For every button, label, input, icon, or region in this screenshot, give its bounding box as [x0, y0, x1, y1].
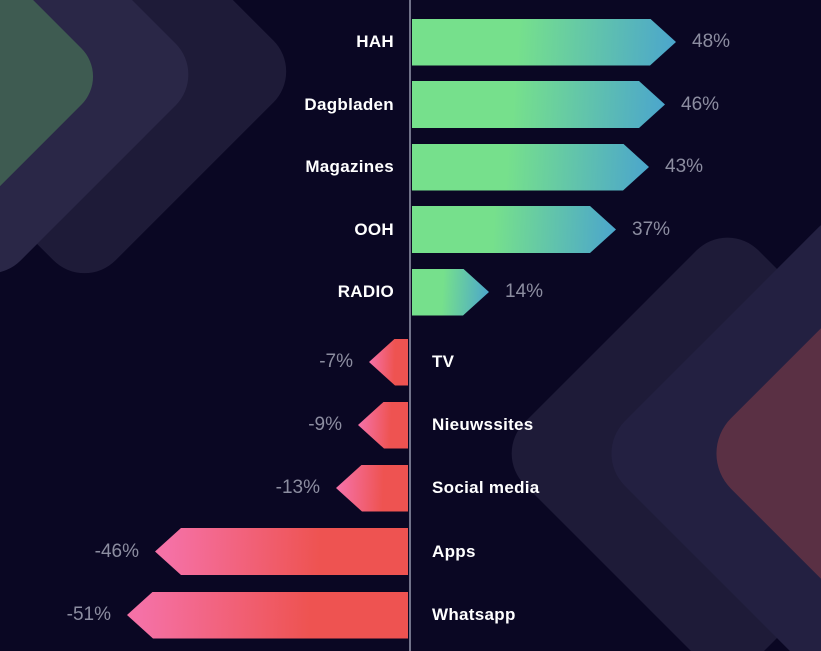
bar-radio: [412, 269, 489, 316]
value-label-magazines: 43%: [665, 156, 704, 177]
category-label-dagbladen: Dagbladen: [304, 94, 394, 114]
category-label-whatsapp: Whatsapp: [432, 605, 516, 624]
value-label-dagbladen: 46%: [681, 93, 720, 115]
category-label-hah: HAH: [356, 32, 394, 51]
bar-tv: [369, 338, 408, 386]
category-label-tv: TV: [432, 352, 455, 371]
value-label-apps: -46%: [94, 540, 139, 562]
value-label-ooh: 37%: [632, 218, 671, 240]
value-label-nieuwssites: -9%: [308, 414, 342, 435]
bar-apps: [155, 528, 408, 575]
value-label-tv: -7%: [319, 351, 353, 372]
bar-nieuwssites: [358, 401, 408, 449]
bar-hah: [412, 19, 676, 66]
bar-social-media: [336, 464, 408, 512]
bar-dagbladen: [412, 81, 665, 128]
axis-baseline: [409, 0, 411, 651]
value-label-whatsapp: -51%: [66, 604, 111, 625]
bar-whatsapp: [127, 591, 408, 639]
category-label-nieuwssites: Nieuwssites: [432, 415, 534, 434]
bar-ooh: [412, 206, 616, 253]
value-label-hah: 48%: [692, 31, 731, 52]
value-label-radio: 14%: [505, 281, 544, 302]
category-label-radio: RADIO: [337, 282, 394, 301]
category-label-apps: Apps: [432, 541, 476, 561]
category-label-magazines: Magazines: [305, 157, 394, 176]
category-label-social-media: Social media: [432, 478, 540, 497]
bar-magazines: [412, 144, 649, 191]
category-label-ooh: OOH: [354, 219, 394, 239]
value-label-social-media: -13%: [275, 477, 320, 498]
